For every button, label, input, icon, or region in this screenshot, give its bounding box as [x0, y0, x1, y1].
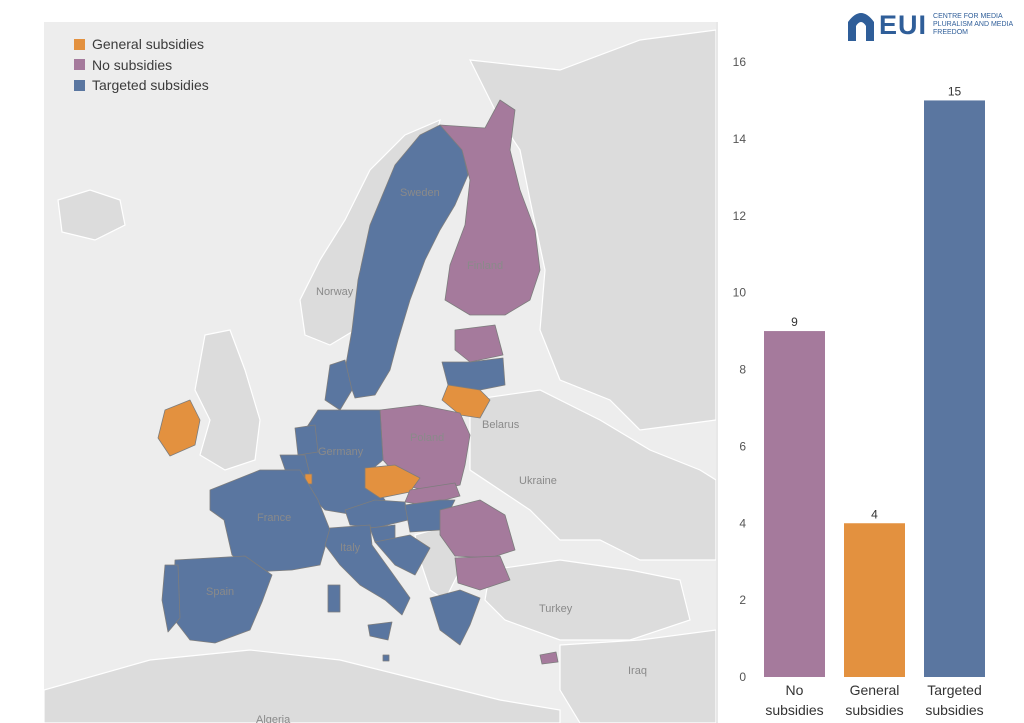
europe-map: Sweden Finland Norway Poland Belarus Ger… — [44, 22, 716, 723]
map-label-france: France — [257, 512, 291, 524]
country-ireland[interactable] — [157, 399, 201, 457]
country-france[interactable] — [209, 469, 331, 573]
x-tick-label-line: subsidies — [925, 702, 984, 718]
legend-swatch-targeted — [74, 79, 85, 91]
country-lithuania[interactable] — [441, 384, 491, 419]
legend-item-general[interactable]: General subsidies — [74, 34, 209, 55]
legend-item-none[interactable]: No subsidies — [74, 55, 209, 76]
country-croatia[interactable] — [374, 534, 431, 576]
country-malta[interactable] — [382, 654, 390, 662]
bar-targeted-subsidies[interactable] — [924, 100, 985, 677]
x-tick-label-no-subsidies: No subsidies — [756, 680, 834, 720]
bars — [764, 100, 985, 677]
y-tick-label: 12 — [733, 209, 747, 223]
country-estonia[interactable] — [454, 324, 504, 363]
map-label-finland: Finland — [467, 260, 503, 272]
country-bulgaria[interactable] — [454, 555, 511, 591]
country-greece[interactable] — [429, 589, 481, 646]
map-label-germany: Germany — [318, 446, 364, 458]
map-legend: General subsidies No subsidies Targeted … — [74, 34, 209, 96]
x-tick-label-targeted-subsidies: Targeted subsidies — [916, 680, 994, 720]
land-iceland — [57, 189, 126, 241]
map-label-turkey: Turkey — [539, 603, 573, 615]
map-label-iraq: Iraq — [628, 665, 647, 677]
country-sicily[interactable] — [367, 621, 393, 641]
country-spain[interactable] — [172, 555, 273, 644]
legend-label-targeted: Targeted subsidies — [92, 77, 209, 94]
legend-label-none: No subsidies — [92, 56, 173, 73]
y-tick-label: 2 — [739, 593, 746, 607]
map-label-algeria: Algeria — [256, 714, 291, 723]
x-tick-label-line: General — [849, 682, 900, 698]
y-tick-label: 8 — [739, 363, 746, 377]
data-labels: 9 4 15 — [791, 84, 961, 521]
bar-chart: 0 2 4 6 8 10 12 14 16 9 4 15 — [716, 22, 985, 723]
y-tick-label: 0 — [739, 670, 746, 684]
y-axis: 0 2 4 6 8 10 12 14 16 — [733, 55, 747, 684]
country-italy[interactable] — [324, 524, 411, 616]
y-tick-label: 14 — [733, 132, 747, 146]
x-tick-label-line: No — [785, 682, 804, 698]
country-cyprus[interactable] — [539, 651, 559, 665]
country-portugal[interactable] — [161, 564, 181, 633]
y-tick-label: 10 — [733, 286, 747, 300]
country-sweden[interactable] — [344, 124, 469, 399]
map-label-ukraine: Ukraine — [519, 475, 557, 487]
country-finland[interactable] — [439, 99, 541, 316]
eui-building-icon — [848, 13, 874, 41]
bar-value-label: 4 — [871, 507, 878, 521]
map-label-norway: Norway — [316, 286, 354, 298]
bar-no-subsidies[interactable] — [764, 331, 825, 677]
map-label-belarus: Belarus — [482, 419, 520, 431]
logo-text: EUI — [879, 9, 928, 40]
x-tick-label-general-subsidies: General subsidies — [836, 680, 914, 720]
land-middle-east — [559, 629, 716, 723]
legend-item-targeted[interactable]: Targeted subsidies — [74, 75, 209, 96]
logo-subtitle: CENTRE FOR MEDIA PLURALISM AND MEDIA FRE… — [933, 13, 1013, 36]
map-label-italy: Italy — [340, 542, 361, 554]
map-canvas: Sweden Finland Norway Poland Belarus Ger… — [44, 22, 716, 723]
legend-swatch-none — [74, 59, 85, 71]
country-denmark[interactable] — [324, 359, 353, 411]
y-tick-label: 16 — [733, 55, 747, 69]
x-tick-label-line: Targeted — [927, 682, 982, 698]
bar-value-label: 9 — [791, 315, 798, 329]
country-netherlands[interactable] — [294, 424, 319, 456]
legend-label-general: General subsidies — [92, 36, 205, 53]
eui-logo: EUI CENTRE FOR MEDIA PLURALISM AND MEDIA… — [846, 8, 1013, 42]
bar-general-subsidies[interactable] — [844, 523, 905, 677]
land-turkey — [484, 559, 691, 641]
land-east — [469, 389, 716, 561]
y-tick-label: 6 — [739, 439, 746, 453]
map-label-spain: Spain — [206, 586, 234, 598]
y-tick-label: 4 — [739, 516, 746, 530]
x-tick-label-line: subsidies — [845, 702, 904, 718]
country-sardinia[interactable] — [327, 584, 341, 613]
land-uk — [194, 329, 261, 471]
x-tick-label-line: subsidies — [765, 702, 824, 718]
country-romania[interactable] — [439, 499, 516, 559]
land-north-russia — [468, 29, 716, 431]
map-label-poland: Poland — [410, 432, 444, 444]
bar-value-label: 15 — [948, 84, 962, 98]
legend-swatch-general — [74, 38, 85, 50]
land-north-africa — [44, 649, 561, 723]
map-label-sweden: Sweden — [400, 187, 440, 199]
